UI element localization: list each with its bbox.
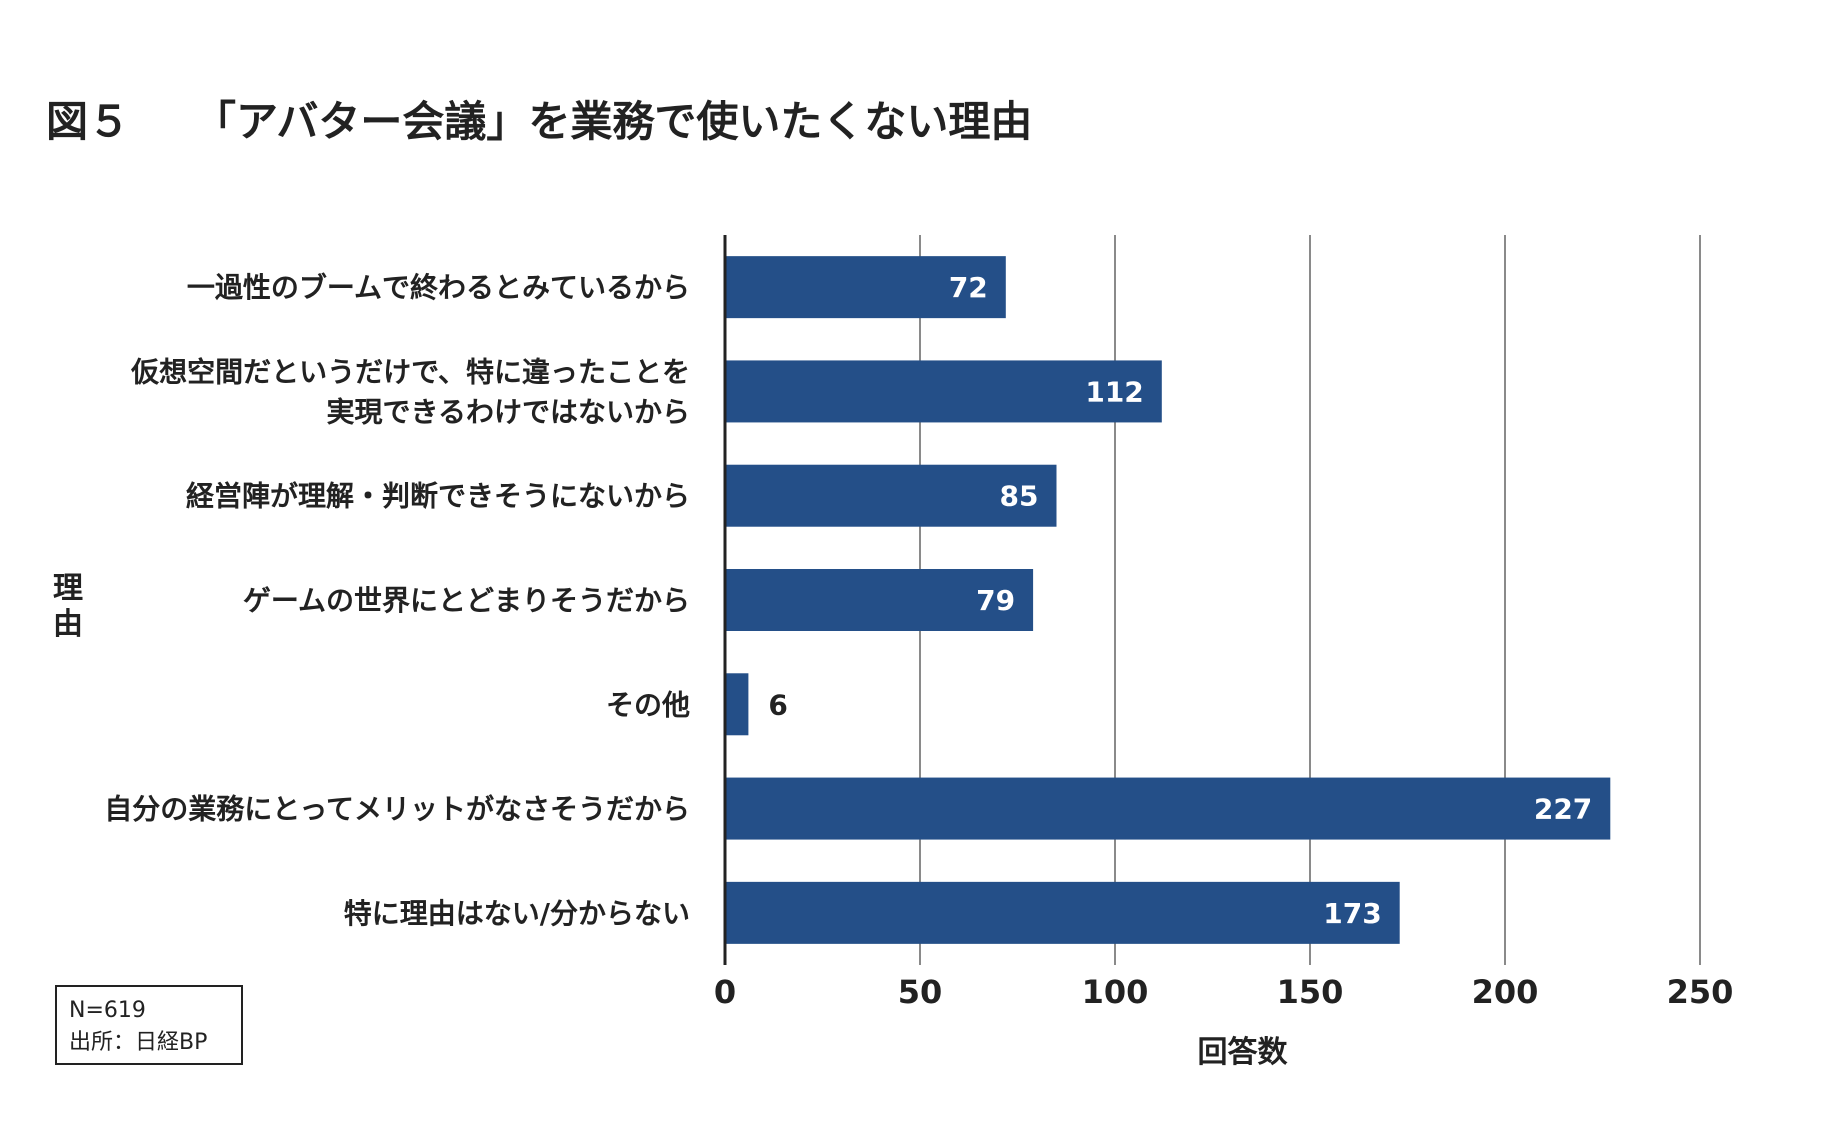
bar-value-label-6: 173: [1323, 897, 1381, 930]
bar-3: [725, 569, 1034, 631]
category-label-1-line-0: 仮想空間だというだけで、特に違ったことを: [130, 355, 690, 388]
x-tick-label-0: 0: [714, 973, 736, 1011]
bar-5: [725, 777, 1611, 840]
category-label-5: 自分の業務にとってメリットがなさそうだから: [104, 793, 690, 826]
bar-4: [725, 673, 749, 736]
bar-2: [725, 464, 1057, 527]
bar-value-label-2: 85: [1000, 480, 1039, 513]
category-label-4: その他: [606, 688, 690, 721]
grid-lines: [919, 235, 1701, 965]
source-note: 出所：日経BP: [69, 1030, 208, 1055]
category-label-6: 特に理由はない/分からない: [344, 897, 690, 930]
bars: 72 112 85 79 6 227 173: [725, 256, 1611, 944]
category-labels: 一過性のブームで終わるとみているから仮想空間だというだけで、特に違ったことを実現…: [104, 271, 690, 930]
bar-value-label-4: 6: [768, 688, 787, 721]
bar-6: [725, 881, 1400, 944]
figure-title-text: 「アバター会議」を業務で使いたくない理由: [194, 97, 1033, 146]
category-label-3: ゲームの世界にとどまりそうだから: [243, 584, 690, 617]
category-label-0: 一過性のブームで終わるとみているから: [187, 271, 690, 304]
y-axis-title: 理由: [53, 571, 83, 642]
bar-value-label-5: 227: [1534, 793, 1592, 826]
x-tick-label-150: 150: [1277, 973, 1344, 1011]
category-label-1-line-1: 実現できるわけではないから: [327, 395, 690, 428]
figure-title: 図５ 「アバター会議」を業務で使いたくない理由: [46, 88, 1032, 149]
bar-0: [725, 256, 1006, 319]
x-tick-label-100: 100: [1082, 973, 1149, 1011]
sample-size-note: N=619: [69, 998, 146, 1023]
bar-value-label-0: 72: [949, 271, 988, 304]
category-label-2: 経営陣が理解・判断できそうにないから: [186, 480, 690, 513]
x-tick-labels: 0 50 100 150 200 250: [714, 973, 1734, 1011]
x-tick-label-50: 50: [898, 973, 943, 1011]
bar-value-label-3: 79: [976, 584, 1015, 617]
bar-value-label-1: 112: [1085, 375, 1143, 408]
bar-1: [725, 360, 1162, 423]
figure-number: 図５: [46, 97, 131, 146]
x-axis-title: 回答数: [1198, 1035, 1289, 1070]
x-tick-label-200: 200: [1472, 973, 1539, 1011]
x-tick-label-250: 250: [1667, 973, 1734, 1011]
note-box: N=619 出所：日経BP: [55, 985, 243, 1065]
